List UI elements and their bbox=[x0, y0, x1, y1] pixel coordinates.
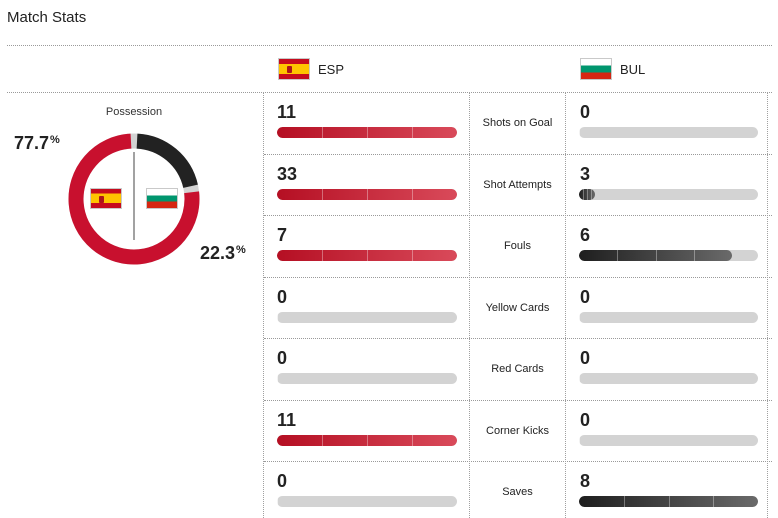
stat-away-bar bbox=[579, 127, 758, 138]
stat-away-value: 6 bbox=[580, 225, 591, 245]
stat-home-bar-fill bbox=[277, 189, 457, 200]
row-divider bbox=[264, 400, 772, 401]
stat-away-bar bbox=[579, 435, 758, 446]
stat-home-bar bbox=[277, 496, 457, 507]
teams-divider bbox=[7, 92, 772, 93]
stat-away-value: 0 bbox=[580, 410, 591, 430]
stat-home-value: 7 bbox=[277, 225, 288, 245]
possession-home-value: 77.7 bbox=[14, 133, 50, 153]
possession-home-arc bbox=[68, 133, 200, 265]
stat-away-value: 0 bbox=[580, 287, 591, 307]
spain-flag-icon bbox=[278, 58, 310, 80]
stat-row: 33 Shot Attempts 3 bbox=[264, 154, 767, 216]
stat-label: Saves bbox=[502, 485, 533, 498]
percent-sign: % bbox=[50, 134, 60, 146]
team-header-away: BUL bbox=[580, 58, 645, 80]
stat-away-bar-fill bbox=[579, 189, 596, 200]
team-abbr-away: BUL bbox=[620, 61, 646, 77]
possession-donut bbox=[67, 132, 201, 266]
stat-away-bar bbox=[579, 496, 758, 507]
row-divider bbox=[264, 277, 772, 278]
stat-away-bar bbox=[579, 373, 758, 384]
stat-away-bar-fill bbox=[579, 250, 733, 261]
stat-row: 7 Fouls 6 bbox=[264, 215, 767, 277]
stat-away-bar bbox=[579, 312, 758, 323]
possession-divider bbox=[263, 92, 264, 518]
stat-away-bar bbox=[579, 189, 758, 200]
row-divider bbox=[264, 338, 772, 339]
stat-label: Corner Kicks bbox=[486, 424, 549, 437]
stat-label: Shots on Goal bbox=[482, 116, 553, 129]
stat-away-value: 3 bbox=[580, 164, 591, 184]
column-divider bbox=[469, 92, 470, 518]
stat-away-bar bbox=[579, 250, 758, 261]
possession-away-arc bbox=[136, 133, 198, 189]
team-header-home: ESP bbox=[278, 58, 344, 80]
stat-away-bar-fill bbox=[579, 496, 758, 507]
percent-sign: % bbox=[236, 244, 246, 256]
column-divider bbox=[565, 92, 566, 518]
stat-home-bar bbox=[277, 435, 457, 446]
stat-label: Red Cards bbox=[491, 362, 544, 375]
stat-home-value: 11 bbox=[277, 102, 297, 122]
row-divider bbox=[264, 154, 772, 155]
row-divider bbox=[264, 461, 772, 462]
stat-away-value: 0 bbox=[580, 102, 591, 122]
stat-label: Shot Attempts bbox=[483, 178, 552, 191]
stat-row: 0 Red Cards 0 bbox=[264, 338, 767, 400]
possession-label: Possession bbox=[105, 106, 163, 118]
page-title: Match Stats bbox=[7, 9, 87, 26]
stat-home-value: 11 bbox=[277, 410, 297, 430]
spain-flag-icon bbox=[90, 188, 122, 209]
stat-home-bar-fill bbox=[277, 250, 457, 261]
possession-away-value: 22.3 bbox=[200, 243, 236, 263]
stat-home-bar bbox=[277, 250, 457, 261]
column-divider bbox=[767, 92, 768, 518]
stat-home-bar bbox=[277, 189, 457, 200]
possession-away-pct: 22.3% bbox=[200, 243, 246, 264]
stat-home-value: 0 bbox=[277, 471, 288, 491]
bulgaria-flag-icon bbox=[580, 58, 612, 80]
stat-label: Yellow Cards bbox=[485, 301, 550, 314]
team-abbr-home: ESP bbox=[318, 61, 345, 77]
stat-row: 11 Shots on Goal 0 bbox=[264, 92, 767, 154]
bulgaria-flag-icon bbox=[146, 188, 178, 209]
stat-home-value: 0 bbox=[277, 348, 288, 368]
possession-home-pct: 77.7% bbox=[14, 133, 60, 154]
row-divider bbox=[264, 215, 772, 216]
stat-home-bar-fill bbox=[277, 435, 457, 446]
stat-away-value: 8 bbox=[580, 471, 591, 491]
stat-row: 11 Corner Kicks 0 bbox=[264, 400, 767, 462]
stat-row: 0 Yellow Cards 0 bbox=[264, 277, 767, 339]
stat-home-value: 33 bbox=[277, 164, 298, 184]
stat-home-bar bbox=[277, 127, 457, 138]
stat-row: 0 Saves 8 bbox=[264, 461, 767, 518]
stat-label: Fouls bbox=[504, 239, 531, 252]
stat-home-value: 0 bbox=[277, 287, 288, 307]
header-divider bbox=[7, 45, 772, 46]
stat-home-bar bbox=[277, 373, 457, 384]
stat-away-value: 0 bbox=[580, 348, 591, 368]
stat-home-bar-fill bbox=[277, 127, 457, 138]
stat-home-bar bbox=[277, 312, 457, 323]
